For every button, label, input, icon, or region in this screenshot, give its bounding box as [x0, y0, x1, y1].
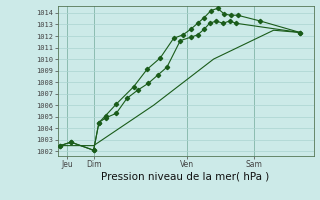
- X-axis label: Pression niveau de la mer( hPa ): Pression niveau de la mer( hPa ): [101, 172, 270, 182]
